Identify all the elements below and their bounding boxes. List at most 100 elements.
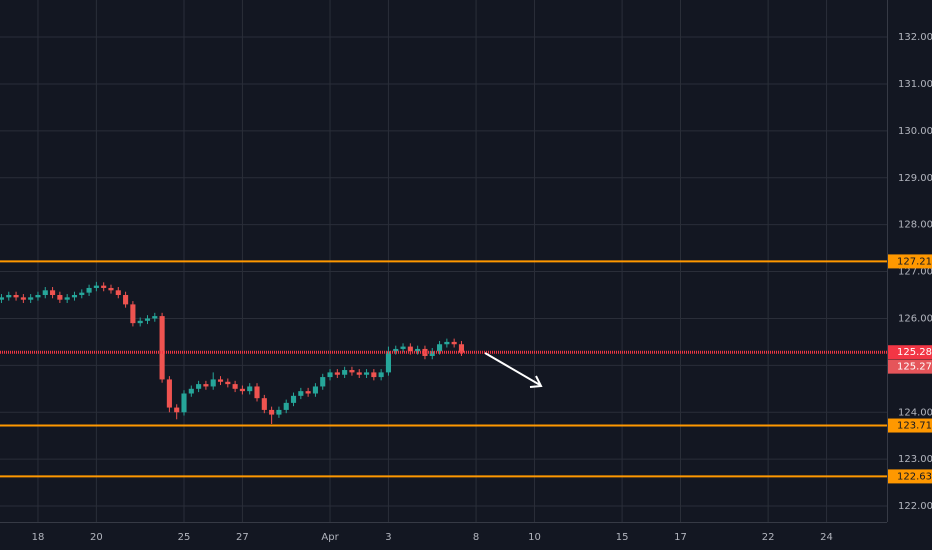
candle-body — [239, 388, 245, 392]
x-tick-label: 27 — [236, 532, 249, 543]
candle-body — [203, 384, 209, 387]
candle-body — [35, 295, 41, 298]
candle-body — [458, 344, 465, 353]
y-tick-label: 129.000 — [898, 173, 932, 184]
price-label: 122.632 — [897, 471, 932, 482]
candle-body — [356, 372, 362, 375]
candle-body — [0, 297, 5, 300]
y-tick-label: 124.000 — [898, 407, 932, 418]
x-tick-label: 18 — [32, 532, 45, 543]
candle-body — [254, 386, 260, 399]
axis-labels: 122.000123.000124.000125.000126.000127.0… — [32, 32, 932, 543]
y-tick-label: 127.000 — [898, 267, 932, 278]
candle-body — [64, 297, 70, 300]
price-label: 127.216 — [897, 256, 932, 267]
x-tick-label: Apr — [321, 532, 339, 543]
x-tick-label: 8 — [473, 532, 479, 543]
candle-body — [166, 379, 172, 408]
candle-body — [196, 384, 202, 389]
y-tick-label: 128.000 — [898, 220, 932, 231]
candle-body — [437, 344, 443, 352]
candle-body — [28, 297, 34, 300]
candle-body — [232, 384, 238, 389]
arrow-annotation — [484, 352, 543, 388]
candle-body — [363, 372, 370, 375]
candle-body — [181, 393, 187, 413]
candle-body — [225, 381, 231, 385]
candle-body — [276, 409, 282, 415]
candle-body — [371, 372, 377, 378]
last-price-box — [888, 359, 932, 374]
candle-body — [305, 391, 311, 394]
candle-body — [210, 379, 216, 387]
candle-body — [393, 348, 399, 352]
candle-body — [400, 346, 406, 349]
candle-body — [93, 285, 99, 288]
candle-body — [349, 370, 355, 373]
candle-body — [57, 295, 63, 300]
candle-body — [451, 341, 457, 345]
price-label-box — [888, 345, 932, 360]
candle-body — [269, 409, 275, 415]
y-tick-label: 123.000 — [898, 454, 932, 465]
candle-body — [137, 320, 143, 324]
candle-body — [444, 341, 450, 345]
candle-body — [130, 304, 136, 324]
candle-body — [13, 295, 19, 298]
candle-body — [298, 391, 304, 396]
x-tick-label: 15 — [616, 532, 629, 543]
candle-body — [159, 316, 165, 380]
x-tick-label: 20 — [90, 532, 103, 543]
candle-body — [108, 287, 114, 291]
last-price-label: 125.271 — [897, 362, 932, 373]
x-tick-label: 22 — [762, 532, 775, 543]
candle-body — [71, 295, 78, 298]
y-tick-label: 132.000 — [898, 32, 932, 43]
y-tick-label: 130.000 — [898, 126, 932, 137]
y-tick-label: 131.000 — [898, 79, 932, 90]
candle-body — [320, 377, 326, 387]
candle-body — [20, 297, 26, 300]
arrow-shaft — [484, 352, 541, 386]
x-tick-label: 17 — [674, 532, 687, 543]
candle-body — [115, 290, 121, 296]
candle-body — [123, 295, 129, 305]
arrow-head — [529, 375, 543, 388]
price-label: 125.280 — [897, 347, 932, 358]
price-label-box — [888, 469, 932, 484]
plot — [0, 260, 887, 478]
candle-body — [79, 292, 85, 296]
x-tick-label: 10 — [528, 532, 541, 543]
candle-body — [378, 372, 384, 378]
candle-body — [144, 318, 151, 321]
candle-body — [50, 290, 56, 296]
price-label-box — [888, 254, 932, 269]
candle-body — [415, 348, 421, 352]
candle-body — [42, 290, 48, 296]
candle-body — [385, 351, 392, 373]
y-tick-label: 122.000 — [898, 501, 932, 512]
candle-body — [342, 370, 348, 375]
candle-body — [327, 372, 333, 378]
price-label-box — [888, 418, 932, 433]
candle-body — [188, 388, 194, 394]
candle-body — [407, 346, 413, 352]
y-tick-label: 126.000 — [898, 313, 932, 324]
x-tick-label: 24 — [820, 532, 833, 543]
candle-body — [247, 386, 253, 392]
candle-body — [174, 407, 180, 413]
candle-body — [312, 386, 318, 394]
candle-body — [334, 372, 340, 375]
candle-body — [6, 295, 12, 298]
candle-body — [261, 398, 267, 410]
x-tick-label: 3 — [385, 532, 391, 543]
candle-body — [283, 402, 289, 410]
candle-body — [290, 395, 297, 403]
candle-body — [217, 379, 224, 382]
price-label: 123.717 — [897, 421, 932, 432]
candle-body — [101, 285, 107, 288]
candle-body — [86, 287, 92, 293]
